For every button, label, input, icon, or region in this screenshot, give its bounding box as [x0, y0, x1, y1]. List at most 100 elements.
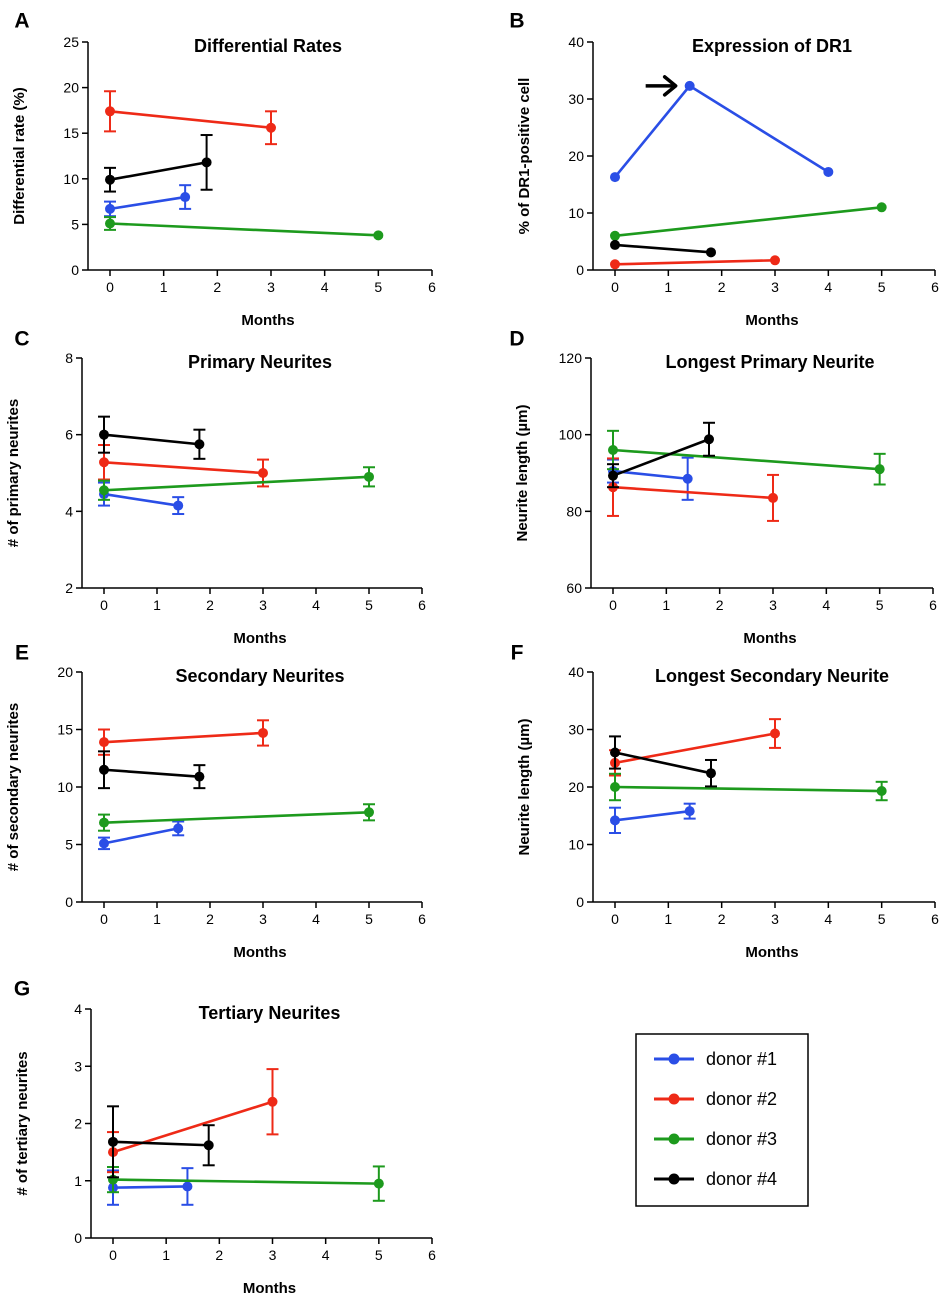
series-line — [109, 110, 272, 130]
data-point — [610, 815, 620, 826]
x-tick-label: 3 — [259, 597, 267, 613]
x-tick-label: 4 — [312, 597, 320, 613]
y-tick-label: 2 — [65, 580, 73, 596]
data-point — [608, 470, 618, 481]
series-line — [109, 161, 207, 181]
x-tick-label: 4 — [824, 279, 832, 295]
y-axis-label: # of tertiary neurites — [14, 1051, 31, 1195]
data-point — [682, 473, 693, 484]
y-tick-label: 20 — [63, 80, 79, 96]
y-tick-label: 4 — [65, 503, 73, 519]
panel-label: D — [509, 328, 524, 351]
panel-e: E Secondary Neurites 0 5 10 15 20 0 1 2 3 4 5 6 Months… — [5, 642, 426, 961]
series-line — [612, 448, 880, 471]
data-point — [173, 823, 184, 834]
series-line — [109, 222, 379, 237]
y-tick-label: 5 — [71, 216, 79, 232]
x-tick-label: 2 — [716, 597, 724, 613]
x-tick-label: 5 — [876, 597, 884, 613]
x-axis-label: Months — [743, 630, 796, 647]
legend-label: donor #4 — [706, 1169, 777, 1189]
x-tick-label: 1 — [664, 911, 672, 927]
data-point — [823, 166, 834, 177]
x-tick-label: 0 — [106, 279, 114, 295]
data-point — [99, 429, 109, 440]
x-tick-label: 3 — [269, 1247, 277, 1263]
y-tick-label: 1 — [74, 1173, 82, 1189]
arrow-annotation — [645, 75, 678, 97]
legend-swatch-marker — [668, 1093, 680, 1105]
y-tick-label: 40 — [568, 664, 584, 680]
series-donor-3 — [104, 216, 384, 241]
data-point — [373, 230, 384, 241]
series-donor-2 — [107, 1068, 279, 1174]
series-donor-1 — [98, 820, 185, 851]
series-donor-4 — [98, 415, 206, 460]
series-line — [109, 195, 186, 211]
x-tick-label: 6 — [929, 597, 937, 613]
data-point — [203, 1140, 214, 1151]
data-point — [770, 255, 780, 266]
series-donor-1 — [607, 456, 694, 501]
y-tick-label: 5 — [65, 837, 73, 853]
data-point — [364, 471, 374, 482]
x-tick-label: 2 — [718, 911, 726, 927]
chart-title: Longest Secondary Neurite — [655, 666, 889, 686]
series-donor-3 — [610, 202, 887, 241]
chart-title: Differential Rates — [194, 36, 342, 56]
data-point — [105, 218, 115, 229]
data-point — [108, 1136, 118, 1147]
x-axis-label: Months — [745, 312, 798, 329]
data-point — [105, 106, 115, 117]
x-tick-label: 1 — [162, 1247, 170, 1263]
x-tick-label: 3 — [771, 911, 779, 927]
series-donor-4 — [607, 421, 715, 489]
series-donor-2 — [98, 719, 269, 756]
data-point — [99, 817, 109, 828]
legend: donor #1 donor #2 donor #3 donor #4 — [635, 1033, 809, 1207]
y-tick-label: 3 — [74, 1058, 82, 1074]
x-axis-label: Months — [233, 630, 286, 647]
x-tick-label: 1 — [662, 597, 670, 613]
x-tick-label: 3 — [771, 279, 779, 295]
panel-d: D Longest Primary Neurite 60 80 100 120 0 1 2 3 4 5… — [509, 328, 937, 647]
y-tick-label: 100 — [559, 427, 583, 443]
chart-title: Expression of DR1 — [692, 36, 852, 56]
y-tick-label: 15 — [63, 125, 79, 141]
series-donor-2 — [610, 255, 780, 270]
panel-label: B — [509, 10, 524, 33]
series-donor-1 — [609, 802, 696, 834]
y-axis-label: Differential rate (%) — [11, 87, 28, 225]
y-axis-label: # of primary neurites — [5, 399, 22, 547]
panel-a: A Differential Rates 0 5 10 15 20 25 0 1 2 3 4 5 6 Mont… — [11, 10, 436, 329]
data-point — [182, 1181, 193, 1192]
y-tick-label: 4 — [74, 1001, 82, 1017]
x-tick-label: 0 — [611, 911, 619, 927]
x-tick-label: 6 — [418, 597, 426, 613]
x-tick-label: 4 — [824, 911, 832, 927]
data-point — [706, 768, 716, 779]
series-donor-1 — [107, 1167, 194, 1206]
y-tick-label: 0 — [576, 262, 584, 278]
chart-title: Longest Primary Neurite — [665, 352, 874, 372]
series-line — [103, 492, 179, 507]
y-tick-label: 60 — [566, 580, 582, 596]
series-donor-3 — [107, 1165, 385, 1202]
x-tick-label: 5 — [365, 911, 373, 927]
x-axis-label: Months — [233, 944, 286, 961]
x-tick-label: 1 — [153, 911, 161, 927]
series-line — [614, 259, 776, 266]
x-tick-label: 0 — [109, 1247, 117, 1263]
arrow-head — [662, 75, 678, 97]
x-tick-label: 5 — [878, 911, 886, 927]
x-tick-label: 2 — [206, 911, 214, 927]
data-point — [99, 457, 109, 468]
series-donor-4 — [104, 134, 213, 193]
panel-label: G — [14, 978, 30, 1001]
x-tick-label: 4 — [321, 279, 329, 295]
data-point — [201, 157, 212, 168]
data-point — [267, 1096, 278, 1107]
x-axis-label: Months — [745, 944, 798, 961]
x-tick-label: 2 — [206, 597, 214, 613]
